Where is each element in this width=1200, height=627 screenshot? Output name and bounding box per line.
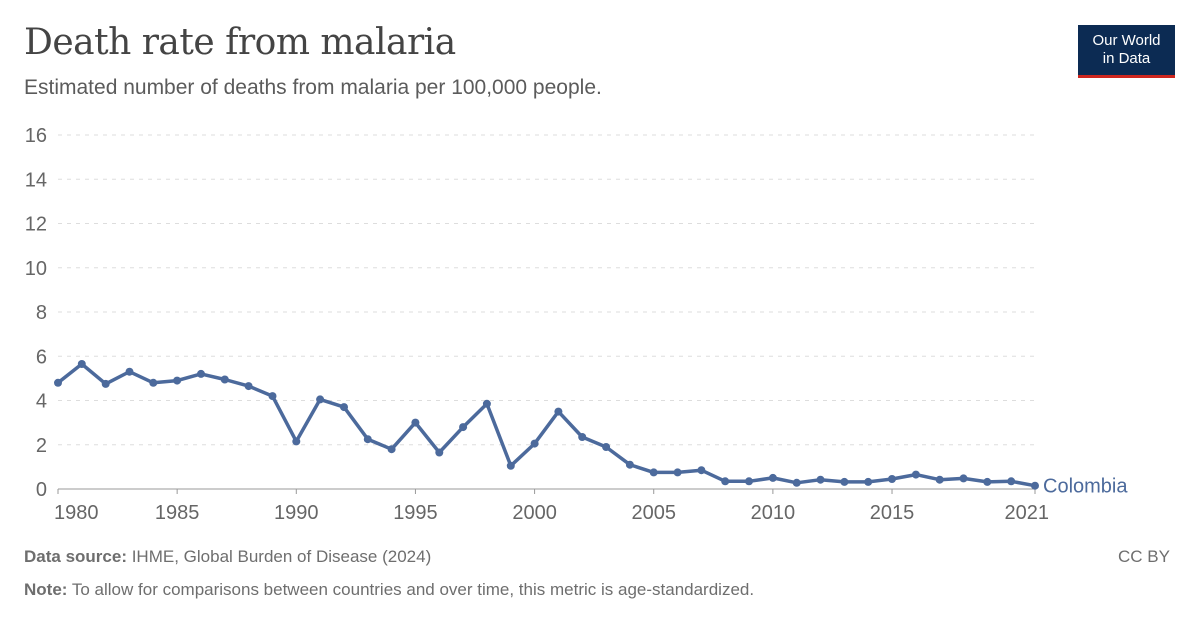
y-tick-label: 0: [36, 479, 47, 501]
data-point[interactable]: [173, 376, 182, 385]
data-point[interactable]: [244, 382, 253, 391]
data-point[interactable]: [745, 477, 753, 486]
data-point[interactable]: [459, 423, 468, 432]
data-point[interactable]: [697, 466, 706, 475]
data-point[interactable]: [482, 399, 491, 408]
note-text: To allow for comparisons between countri…: [67, 580, 755, 599]
y-tick-label: 10: [25, 258, 47, 280]
data-point[interactable]: [363, 435, 372, 444]
data-point[interactable]: [625, 460, 634, 469]
data-point[interactable]: [864, 477, 873, 486]
data-point[interactable]: [554, 407, 563, 416]
data-point[interactable]: [840, 477, 849, 486]
axis-layer: 0 2 4 6 8 10 12 14 16 1980 1985 1990 1995 2000 2005 201…: [25, 125, 1049, 524]
data-point[interactable]: [387, 445, 396, 454]
x-tick-label: 2005: [631, 502, 676, 524]
data-point[interactable]: [935, 475, 944, 484]
data-point[interactable]: [125, 367, 134, 376]
series-label-colombia: Colombia: [1043, 476, 1128, 498]
data-point[interactable]: [54, 378, 62, 387]
chart-subtitle: Estimated number of deaths from malaria …: [24, 76, 602, 99]
owid-logo[interactable]: Our World in Data: [1078, 25, 1175, 78]
y-tick-label: 14: [25, 169, 47, 191]
data-point[interactable]: [197, 369, 205, 378]
logo-line-1: Our World: [1092, 32, 1161, 49]
data-point[interactable]: [506, 461, 515, 470]
chart-title: Death rate from malaria: [24, 22, 456, 63]
data-point[interactable]: [1031, 481, 1039, 490]
data-point[interactable]: [530, 439, 539, 448]
x-tick-label: 1990: [274, 502, 319, 524]
data-source-text: IHME, Global Burden of Disease (2024): [126, 547, 432, 566]
data-point[interactable]: [292, 437, 301, 446]
y-tick-label: 8: [36, 302, 47, 324]
x-tick-label: 2021: [1005, 502, 1050, 524]
data-point[interactable]: [411, 418, 420, 427]
data-source-label: Data source:: [24, 547, 127, 566]
x-tick-label: 1995: [393, 502, 438, 524]
x-tick-label: 2000: [512, 502, 557, 524]
logo-line-2: in Data: [1102, 50, 1151, 67]
grid-layer: [58, 134, 1035, 446]
series-layer[interactable]: Colombia: [54, 360, 1128, 498]
data-point[interactable]: [983, 477, 992, 486]
x-tick-label: 1980: [54, 502, 99, 524]
data-point[interactable]: [316, 395, 325, 404]
y-tick-label: 4: [36, 391, 47, 413]
data-point[interactable]: [673, 468, 682, 477]
y-tick-label: 6: [36, 346, 47, 368]
y-tick-label: 12: [25, 214, 47, 236]
data-point[interactable]: [340, 403, 348, 412]
series-line-colombia[interactable]: [56, 362, 1037, 488]
data-point[interactable]: [149, 378, 158, 387]
data-point[interactable]: [911, 470, 920, 479]
data-point[interactable]: [816, 475, 825, 484]
data-point[interactable]: [888, 475, 896, 483]
y-tick-label: 2: [36, 435, 47, 457]
data-point[interactable]: [101, 379, 110, 388]
data-point[interactable]: [649, 468, 658, 477]
data-point[interactable]: [792, 478, 801, 487]
license-link[interactable]: CC BY: [1118, 547, 1170, 566]
data-point[interactable]: [77, 360, 86, 368]
note-label: Note:: [24, 580, 68, 599]
data-point[interactable]: [1007, 477, 1016, 486]
chart-note: Note: To allow for comparisons between c…: [24, 580, 754, 600]
data-source: Data source: IHME, Global Burden of Dise…: [24, 547, 431, 567]
data-point[interactable]: [602, 443, 611, 451]
data-point[interactable]: [768, 473, 777, 482]
x-tick-label: 1985: [155, 502, 200, 524]
data-point[interactable]: [268, 392, 277, 401]
data-point[interactable]: [959, 474, 968, 483]
x-tick-label: 2010: [751, 502, 796, 524]
x-tick-label: 2015: [870, 502, 915, 524]
data-point[interactable]: [220, 375, 229, 384]
data-point[interactable]: [578, 433, 587, 441]
data-point[interactable]: [435, 448, 444, 457]
data-point[interactable]: [721, 477, 730, 486]
y-tick-label: 16: [25, 125, 47, 147]
